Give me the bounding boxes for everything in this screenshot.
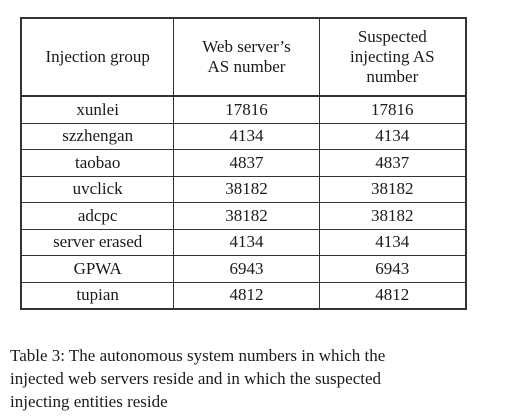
suspected-injecting-as-cell: 38182 <box>318 175 467 203</box>
header-text: AS number <box>207 57 286 76</box>
web-server-as-cell: 4134 <box>173 228 320 256</box>
injection-group-cell: tupian <box>20 281 175 310</box>
suspected-injecting-as-cell: 6943 <box>318 255 467 283</box>
header-text: number <box>366 67 419 86</box>
injection-group-cell: uvclick <box>20 175 175 203</box>
suspected-injecting-as-cell: 4837 <box>318 149 467 177</box>
table-caption: Table 3: The autonomous system numbers i… <box>10 344 490 413</box>
table-row: server erased 4134 4134 <box>20 228 467 256</box>
suspected-injecting-as-cell: 4134 <box>318 122 467 150</box>
suspected-injecting-as-cell: 4134 <box>318 228 467 256</box>
table-row: uvclick 38182 38182 <box>20 175 467 203</box>
suspected-injecting-as-cell: 17816 <box>318 95 467 124</box>
web-server-as-cell: 4837 <box>173 149 320 177</box>
table-row: GPWA 6943 6943 <box>20 255 467 283</box>
web-server-as-cell: 38182 <box>173 202 320 230</box>
table-row: adcpc 38182 38182 <box>20 202 467 230</box>
web-server-as-cell: 38182 <box>173 175 320 203</box>
header-text: injecting AS <box>350 47 435 66</box>
injection-group-cell: server erased <box>20 228 175 256</box>
suspected-injecting-as-cell: 4812 <box>318 281 467 310</box>
web-server-as-cell: 4134 <box>173 122 320 150</box>
table-header-row: Injection group Web server’s AS number S… <box>20 17 467 97</box>
as-number-table: Injection group Web server’s AS number S… <box>20 17 467 310</box>
table-row: taobao 4837 4837 <box>20 149 467 177</box>
web-server-as-cell: 6943 <box>173 255 320 283</box>
suspected-injecting-as-cell: 38182 <box>318 202 467 230</box>
header-text: Suspected <box>357 27 427 46</box>
header-suspected-injecting-as-number: Suspected injecting AS number <box>318 17 467 97</box>
table-row: szzhengan 4134 4134 <box>20 122 467 150</box>
table-row: xunlei 17816 17816 <box>20 95 467 124</box>
web-server-as-cell: 17816 <box>173 95 320 124</box>
header-injection-group: Injection group <box>20 17 175 97</box>
caption-line: injected web servers reside and in which… <box>10 369 382 388</box>
header-text: Injection group <box>45 47 150 66</box>
injection-group-cell: taobao <box>20 149 175 177</box>
header-web-server-as-number: Web server’s AS number <box>173 17 320 97</box>
table-row: tupian 4812 4812 <box>20 281 467 310</box>
injection-group-cell: adcpc <box>20 202 175 230</box>
injection-group-cell: xunlei <box>20 95 175 124</box>
injection-group-cell: GPWA <box>20 255 175 283</box>
injection-group-cell: szzhengan <box>20 122 175 150</box>
caption-line: injecting entities reside <box>10 392 168 411</box>
caption-line: Table 3: The autonomous system numbers i… <box>10 346 386 365</box>
header-text: Web server’s <box>202 37 291 56</box>
web-server-as-cell: 4812 <box>173 281 320 310</box>
